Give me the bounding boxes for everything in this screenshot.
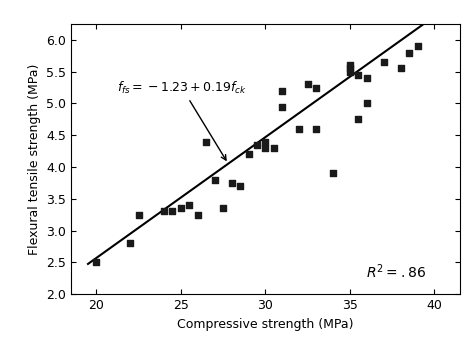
Point [135, 212, 143, 218]
Point [169, 209, 176, 214]
Point [363, 101, 371, 106]
Point [304, 82, 311, 87]
Point [253, 142, 261, 147]
Point [228, 180, 236, 186]
Point [160, 209, 168, 214]
Text: $R^2 = .86$: $R^2 = .86$ [366, 263, 426, 281]
Point [186, 202, 193, 208]
Point [237, 183, 244, 189]
Y-axis label: Flexural tensile strength (MPa): Flexural tensile strength (MPa) [27, 63, 41, 255]
Point [127, 240, 134, 246]
Point [245, 152, 252, 157]
Point [262, 139, 269, 144]
Point [211, 177, 219, 182]
Point [329, 171, 337, 176]
Point [279, 88, 286, 93]
Point [346, 69, 354, 74]
X-axis label: Compressive strength (MPa): Compressive strength (MPa) [177, 317, 354, 330]
Point [295, 126, 303, 132]
Point [177, 206, 185, 211]
Text: $f_{fs} = -1.23 + 0.19f_{ck}$: $f_{fs} = -1.23 + 0.19f_{ck}$ [117, 79, 247, 160]
Point [92, 260, 100, 265]
Point [405, 50, 413, 55]
Point [355, 72, 362, 78]
Point [262, 145, 269, 150]
Point [380, 60, 388, 65]
Point [270, 145, 278, 150]
Point [346, 63, 354, 68]
Point [363, 75, 371, 81]
Point [346, 66, 354, 71]
Point [397, 66, 404, 71]
Point [219, 206, 227, 211]
Point [312, 85, 320, 90]
Point [279, 104, 286, 109]
Point [202, 139, 210, 144]
Point [414, 43, 421, 49]
Point [312, 126, 320, 132]
Point [194, 212, 201, 218]
Point [355, 117, 362, 122]
